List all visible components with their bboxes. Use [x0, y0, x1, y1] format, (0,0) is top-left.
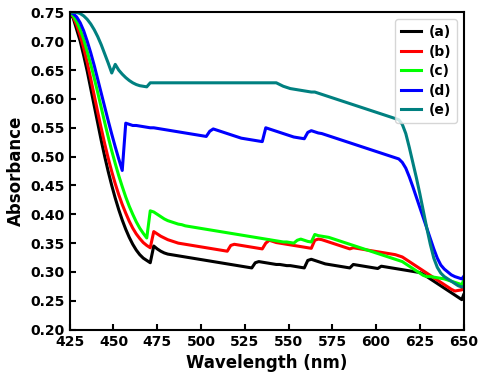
(d): [175, 130, 181, 134]
(b): [322, 238, 328, 243]
Legend: (a), (b), (c), (d), (e): (a), (b), (c), (d), (e): [394, 19, 455, 123]
(e): [322, 93, 328, 98]
(e): [179, 80, 184, 85]
(c): [67, 10, 73, 15]
(b): [220, 248, 226, 253]
(a): [322, 262, 328, 266]
(b): [179, 241, 184, 246]
(b): [112, 182, 118, 186]
(b): [67, 10, 73, 15]
(a): [179, 254, 184, 259]
(a): [175, 254, 181, 258]
(e): [112, 62, 118, 67]
(e): [460, 284, 466, 289]
Line: (b): (b): [70, 13, 463, 291]
(d): [67, 10, 73, 15]
(c): [175, 222, 181, 226]
(b): [460, 281, 466, 286]
Line: (e): (e): [70, 13, 463, 287]
(b): [367, 248, 373, 253]
(d): [460, 274, 466, 279]
X-axis label: Wavelength (nm): Wavelength (nm): [185, 354, 347, 372]
(e): [220, 80, 226, 85]
(d): [367, 147, 373, 152]
(c): [367, 249, 373, 254]
(c): [220, 230, 226, 235]
(e): [175, 80, 181, 85]
(e): [458, 285, 464, 289]
(d): [112, 144, 118, 149]
Line: (c): (c): [70, 13, 463, 285]
(a): [220, 261, 226, 266]
(d): [458, 277, 464, 281]
(c): [458, 282, 464, 287]
(a): [67, 10, 73, 15]
(c): [179, 222, 184, 227]
Line: (a): (a): [70, 13, 463, 300]
(a): [112, 196, 118, 200]
(c): [112, 161, 118, 166]
(a): [460, 293, 466, 297]
(d): [179, 130, 184, 135]
(c): [460, 278, 466, 283]
(c): [322, 235, 328, 239]
(b): [451, 289, 457, 293]
(a): [367, 265, 373, 269]
Y-axis label: Absorbance: Absorbance: [7, 116, 25, 226]
(a): [458, 298, 464, 302]
(d): [322, 132, 328, 137]
(e): [67, 10, 73, 15]
(b): [175, 241, 181, 246]
(d): [220, 130, 226, 135]
(e): [367, 108, 373, 113]
Line: (d): (d): [70, 13, 463, 279]
